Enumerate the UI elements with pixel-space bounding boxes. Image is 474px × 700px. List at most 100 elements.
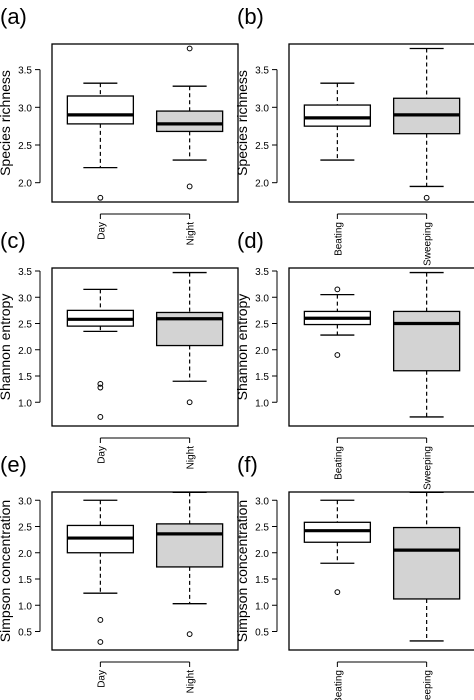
x-tick-label-sweeping: Sweeping bbox=[423, 222, 434, 266]
x-tick-label-day: Day bbox=[96, 446, 107, 464]
y-tick-label: 3.0 bbox=[255, 103, 269, 114]
iqr-box bbox=[155, 523, 224, 568]
y-tick-label: 0.5 bbox=[255, 628, 269, 639]
x-tick-label-day: Day bbox=[96, 670, 107, 688]
outlier-point bbox=[97, 414, 104, 420]
x-tick-label-sweeping: Sweeping bbox=[423, 446, 434, 490]
panel-f: (f) 0.5 1.0 1.5 2.0 2.5 3.0 Simpson concentrati… bbox=[234, 452, 474, 700]
outlier-point bbox=[97, 380, 104, 387]
y-tick-label: 2.0 bbox=[255, 549, 269, 560]
iqr-box bbox=[155, 110, 224, 133]
x-tick-label-beating: Beating bbox=[333, 670, 344, 700]
x-tick-label-night: Night bbox=[186, 222, 197, 246]
box-night bbox=[155, 45, 224, 190]
y-axis-label: Shannon entropy bbox=[234, 294, 250, 401]
y-axis-label: Species richness bbox=[234, 70, 250, 176]
outlier-point bbox=[97, 384, 104, 391]
panel-label: (a) bbox=[0, 4, 27, 29]
y-tick-label: 3.0 bbox=[18, 496, 32, 507]
outlier-point bbox=[334, 286, 341, 293]
outlier-point bbox=[97, 639, 104, 645]
iqr-box bbox=[303, 104, 372, 127]
panel-label: (f) bbox=[237, 452, 258, 477]
y-tick-label: 3.5 bbox=[255, 66, 269, 77]
y-tick-label: 3.0 bbox=[18, 103, 32, 114]
plot-frame bbox=[288, 43, 474, 203]
box-beating bbox=[303, 499, 372, 596]
panel-a: (a) 2.0 2.5 3.0 3.5 Species richness Day Night bbox=[0, 4, 239, 246]
panel-e: (e) 0.5 1.0 1.5 2.0 2.5 3.0 Simpson concentrati… bbox=[0, 452, 239, 694]
panel-label: (e) bbox=[0, 452, 27, 477]
y-tick-label: 3.0 bbox=[255, 496, 269, 507]
y-tick-label: 1.5 bbox=[18, 372, 32, 383]
x-tick-label-day: Day bbox=[96, 222, 107, 240]
plot-frame bbox=[51, 491, 239, 651]
box-beating bbox=[303, 82, 372, 161]
outlier-point bbox=[334, 589, 341, 596]
outlier-point bbox=[423, 194, 430, 201]
y-tick-label: 2.0 bbox=[18, 346, 32, 357]
y-tick-label: 3.5 bbox=[18, 66, 32, 77]
outlier-point bbox=[186, 399, 193, 406]
box-day bbox=[66, 499, 135, 645]
y-tick-label: 1.5 bbox=[255, 575, 269, 586]
box-day bbox=[66, 288, 135, 420]
outlier-point bbox=[186, 183, 193, 190]
box-day bbox=[66, 82, 135, 201]
x-tick-label-beating: Beating bbox=[333, 222, 344, 256]
y-tick-label: 2.5 bbox=[18, 141, 32, 152]
y-tick-label: 1.0 bbox=[18, 601, 32, 612]
y-axis-label: Species richness bbox=[0, 70, 13, 176]
y-tick-label: 2.5 bbox=[18, 320, 32, 331]
iqr-box bbox=[66, 95, 135, 125]
y-tick-label: 2.0 bbox=[255, 179, 269, 190]
y-tick-label: 0.5 bbox=[18, 628, 32, 639]
y-tick-label: 3.0 bbox=[255, 293, 269, 304]
y-tick-label: 2.5 bbox=[18, 523, 32, 534]
y-tick-label: 2.0 bbox=[18, 549, 32, 560]
panel-c: (c) 1.0 1.5 2.0 2.5 3.0 3.5 Shannon entropy Day N… bbox=[0, 228, 239, 470]
plot-frame bbox=[51, 43, 239, 203]
box-night bbox=[155, 491, 224, 638]
panel-d: (d) 1.0 1.5 2.0 2.5 3.0 3.5 Shannon entropy Beat… bbox=[234, 228, 474, 490]
panel-label: (b) bbox=[237, 4, 264, 29]
outlier-point bbox=[97, 194, 104, 201]
y-tick-label: 3.5 bbox=[18, 267, 32, 278]
y-tick-label: 1.5 bbox=[255, 372, 269, 383]
y-tick-label: 1.5 bbox=[18, 575, 32, 586]
x-tick-label-night: Night bbox=[186, 670, 197, 694]
y-tick-label: 3.0 bbox=[18, 293, 32, 304]
box-sweeping bbox=[392, 491, 461, 642]
y-tick-label: 2.5 bbox=[255, 141, 269, 152]
outlier-point bbox=[334, 352, 341, 358]
y-tick-label: 2.0 bbox=[18, 179, 32, 190]
plot-frame bbox=[51, 267, 239, 427]
box-beating bbox=[303, 286, 372, 358]
panel-label: (d) bbox=[237, 228, 264, 253]
y-tick-label: 1.0 bbox=[255, 601, 269, 612]
x-tick-label-night: Night bbox=[186, 446, 197, 470]
x-tick-label-sweeping: Sweeping bbox=[423, 670, 434, 700]
iqr-box bbox=[392, 526, 461, 600]
outlier-point bbox=[186, 631, 193, 638]
y-tick-label: 2.0 bbox=[255, 346, 269, 357]
y-axis-label: Simpson concentration bbox=[234, 500, 250, 642]
y-tick-label: 1.0 bbox=[255, 398, 269, 409]
outlier-point bbox=[186, 45, 193, 52]
panel-b: (b) 2.0 2.5 3.0 3.5 Species richness Beating Sw… bbox=[234, 4, 474, 266]
y-tick-label: 2.5 bbox=[255, 320, 269, 331]
x-tick-label-beating: Beating bbox=[333, 446, 344, 480]
box-sweeping bbox=[392, 271, 461, 418]
y-tick-label: 1.0 bbox=[18, 398, 32, 409]
box-night bbox=[155, 271, 224, 406]
outlier-point bbox=[97, 617, 104, 623]
panel-label: (c) bbox=[0, 228, 26, 253]
iqr-box bbox=[392, 310, 461, 372]
y-axis-label: Simpson concentration bbox=[0, 500, 13, 642]
box-sweeping bbox=[392, 47, 461, 201]
y-axis-label: Shannon entropy bbox=[0, 294, 13, 401]
plot-frame bbox=[288, 267, 474, 427]
plot-frame bbox=[288, 491, 474, 651]
y-tick-label: 3.5 bbox=[255, 267, 269, 278]
